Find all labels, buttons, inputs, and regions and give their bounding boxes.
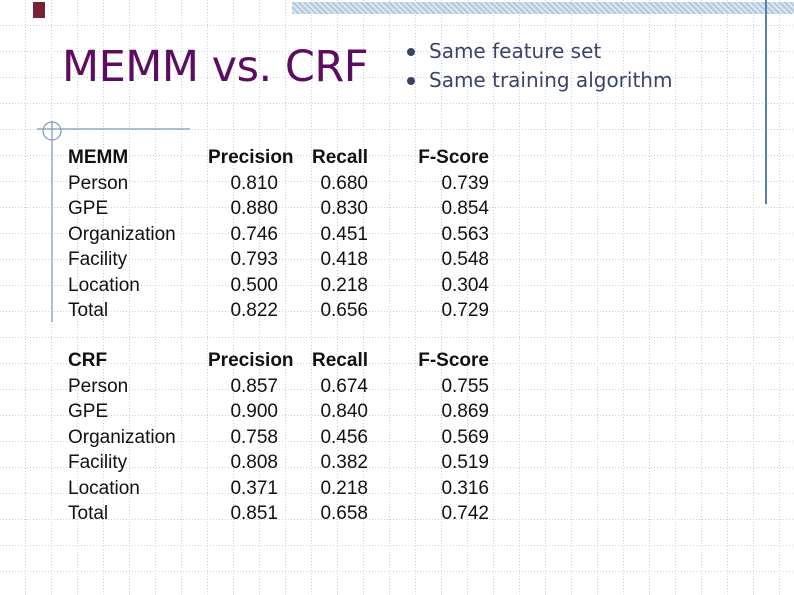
column-header: F-Score (418, 350, 489, 371)
table-row: Person 0.810 0.680 0.739 (68, 171, 489, 197)
row-label: Organization (68, 223, 176, 245)
table-row: Facility 0.808 0.382 0.519 (68, 450, 489, 476)
cell-value: 0.451 (320, 223, 368, 245)
table-title-cell: CRF (68, 350, 108, 371)
cell-value: 0.822 (230, 300, 278, 321)
cell-value: 0.304 (441, 274, 489, 296)
bullet-text: Same training algorithm (429, 68, 673, 92)
row-label: Facility (68, 452, 128, 473)
table-row: Total 0.851 0.658 0.742 (68, 501, 489, 527)
cell-value: 0.563 (441, 223, 489, 245)
column-header: Precision (208, 350, 294, 371)
table-row: Organization 0.758 0.456 0.569 (68, 425, 489, 451)
cell-value: 0.674 (320, 375, 368, 397)
cell-value: 0.857 (230, 375, 278, 397)
cell-value: 0.218 (320, 477, 368, 499)
cell-value: 0.810 (230, 172, 278, 194)
row-label: Facility (68, 249, 128, 270)
cell-value: 0.500 (230, 274, 278, 296)
top-accent-bar (292, 2, 794, 14)
cell-value: 0.658 (320, 503, 368, 524)
table-row: Organization 0.746 0.451 0.563 (68, 222, 489, 248)
table-row: Facility 0.793 0.418 0.548 (68, 247, 489, 273)
cell-value: 0.218 (320, 274, 368, 296)
cell-value: 0.746 (230, 223, 278, 245)
row-label: Location (68, 477, 140, 499)
column-header: Recall (312, 350, 368, 371)
table-row: Total 0.822 0.656 0.729 (68, 298, 489, 324)
bullet-list: Same feature set Same training algorithm (403, 37, 672, 95)
cell-value: 0.519 (441, 452, 489, 473)
cell-value: 0.742 (441, 503, 489, 524)
cell-value: 0.793 (230, 249, 278, 270)
row-label: Location (68, 274, 140, 296)
bullet-item: Same feature set (403, 37, 672, 66)
table-row: GPE 0.900 0.840 0.869 (68, 399, 489, 425)
column-header: Precision (208, 147, 294, 168)
memm-results-table: MEMM Precision Recall F-Score Person 0.810 0.6… (68, 145, 489, 324)
cell-value: 0.548 (441, 249, 489, 270)
cell-value: 0.830 (320, 198, 368, 219)
cell-value: 0.758 (230, 426, 278, 448)
bullet-item: Same training algorithm (403, 66, 672, 95)
crf-results-table: CRF Precision Recall F-Score Person 0.857 0.67… (68, 348, 489, 527)
cell-value: 0.418 (320, 249, 368, 270)
cell-value: 0.808 (230, 452, 278, 473)
bullet-icon (407, 76, 415, 85)
cell-value: 0.755 (441, 375, 489, 397)
table-row: Location 0.371 0.218 0.316 (68, 476, 489, 502)
cell-value: 0.880 (230, 198, 278, 219)
cell-value: 0.316 (441, 477, 489, 499)
column-header: Recall (312, 147, 368, 168)
cell-value: 0.382 (320, 452, 368, 473)
cell-value: 0.739 (441, 172, 489, 194)
row-label: Person (68, 375, 129, 397)
cell-value: 0.569 (441, 426, 489, 448)
right-border-line (765, 0, 767, 204)
cell-value: 0.840 (320, 401, 368, 422)
cell-value: 0.854 (441, 198, 489, 219)
row-label: Total (68, 300, 109, 321)
row-label: GPE (68, 198, 109, 219)
cell-value: 0.869 (441, 401, 489, 422)
cell-value: 0.371 (230, 477, 278, 499)
row-label: Person (68, 172, 129, 194)
table-row: Person 0.857 0.674 0.755 (68, 374, 489, 400)
slide-title: MEMM vs. CRF (62, 42, 368, 92)
bullet-icon (407, 47, 415, 56)
red-square-ornament (33, 2, 45, 18)
bullet-text: Same feature set (429, 39, 602, 63)
cell-value: 0.900 (230, 401, 278, 422)
table-title-cell: MEMM (68, 147, 129, 168)
cell-value: 0.729 (441, 300, 489, 321)
table-row: GPE 0.880 0.830 0.854 (68, 196, 489, 222)
cell-value: 0.680 (320, 172, 368, 194)
table-row: Location 0.500 0.218 0.304 (68, 273, 489, 299)
table-header-row: CRF Precision Recall F-Score (68, 348, 489, 374)
row-label: Organization (68, 426, 176, 448)
table-header-row: MEMM Precision Recall F-Score (68, 145, 489, 171)
cell-value: 0.851 (230, 503, 278, 524)
cell-value: 0.656 (320, 300, 368, 321)
column-header: F-Score (418, 147, 489, 168)
row-label: GPE (68, 401, 109, 422)
cell-value: 0.456 (320, 426, 368, 448)
row-label: Total (68, 503, 109, 524)
